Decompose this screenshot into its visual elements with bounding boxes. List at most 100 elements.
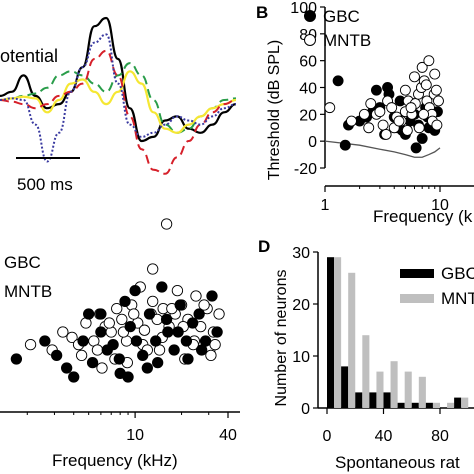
gbc-point xyxy=(182,353,194,365)
mntb-point xyxy=(24,338,37,351)
panel-c-legend-gbc: GBC xyxy=(4,253,41,272)
mntb-point xyxy=(160,218,173,230)
panel-d-legend: GBC MNTB xyxy=(400,264,474,308)
hist-bar-mntb xyxy=(432,402,440,408)
gbc-point xyxy=(162,326,174,338)
gbc-point xyxy=(119,295,131,308)
gbc-point xyxy=(410,142,422,154)
mntb-point xyxy=(213,308,225,320)
panel-b-xtick-label: 1 xyxy=(321,197,330,214)
gbc-point xyxy=(86,356,99,369)
mntb-point xyxy=(205,349,217,362)
panel-d-xlabel: Spontaneous rat xyxy=(335,453,460,472)
mntb-point xyxy=(393,115,405,127)
mntb-point xyxy=(420,79,432,91)
mntb-point xyxy=(380,129,392,140)
hist-bar-mntb xyxy=(404,371,412,408)
gbc-point xyxy=(174,299,186,311)
hist-bar-mntb xyxy=(334,257,342,408)
gbc-point xyxy=(83,308,95,320)
trace-line-4 xyxy=(0,33,237,163)
gbc-point xyxy=(370,84,382,96)
hist-bar-mntb xyxy=(461,397,469,408)
mntb-point xyxy=(358,108,370,120)
gbc-point xyxy=(180,335,193,347)
legend-d-gbc-label: GBC xyxy=(441,264,474,283)
hist-bar-gbc xyxy=(454,397,462,408)
legend-d-mntb-swatch xyxy=(400,294,434,303)
panel-b-label: B xyxy=(256,3,268,22)
gbc-point xyxy=(50,349,63,362)
panel-a: otential 500 ms xyxy=(0,16,237,194)
legend-mntb-marker xyxy=(304,34,316,46)
panel-d-ytick-label: 20 xyxy=(292,297,310,314)
panel-d-ytick-label: 0 xyxy=(301,401,310,418)
panel-c-xtick-label: 10 xyxy=(126,427,144,444)
panel-d-axes: 0 10 20 30 0 40 80 xyxy=(292,245,474,445)
gbc-point xyxy=(206,290,218,302)
mntb-point xyxy=(416,61,428,73)
gbc-point xyxy=(152,356,164,369)
legend-mntb-label: MNTB xyxy=(323,31,371,50)
panel-d-label: D xyxy=(258,237,270,256)
mntb-point xyxy=(111,302,123,315)
mntb-point xyxy=(409,71,420,83)
hist-bar-gbc xyxy=(341,366,349,408)
panel-d-xtick-label: 80 xyxy=(431,428,449,445)
gbc-point xyxy=(211,326,223,338)
gbc-point xyxy=(39,335,51,347)
mntb-point xyxy=(147,295,159,308)
panel-b-ytick-label: 40 xyxy=(299,81,317,98)
gbc-point xyxy=(77,335,89,347)
gbc-point xyxy=(107,338,119,351)
hist-bar-mntb xyxy=(390,361,398,408)
gbc-point xyxy=(382,82,394,93)
panel-c-points xyxy=(10,218,225,383)
gbc-point xyxy=(143,308,156,320)
gbc-point xyxy=(124,320,136,333)
mntb-point xyxy=(431,119,443,131)
mntb-point xyxy=(198,299,210,311)
gbc-point xyxy=(196,344,208,356)
hist-bar-mntb xyxy=(418,376,426,408)
legend-gbc-marker xyxy=(304,10,316,22)
panel-b-legend: GBC MNTB xyxy=(304,7,371,50)
gbc-point xyxy=(332,75,344,87)
mntb-point xyxy=(386,102,398,114)
gbc-point xyxy=(150,335,162,347)
panel-b-axes: -20020406080100110 xyxy=(290,0,474,214)
panel-a-fragment-text: otential xyxy=(0,46,58,66)
panel-d-bars xyxy=(327,257,469,408)
mntb-point xyxy=(418,108,430,120)
mntb-point xyxy=(138,324,151,336)
gbc-point xyxy=(95,326,107,338)
gbc-point xyxy=(122,371,134,383)
hist-bar-mntb xyxy=(447,402,455,408)
gbc-point xyxy=(68,371,80,383)
gbc-point xyxy=(172,326,184,338)
gbc-point xyxy=(416,133,428,144)
panel-b-ytick-label: 60 xyxy=(299,54,317,71)
gbc-point xyxy=(130,335,143,347)
legend-d-mntb-label: MNTB xyxy=(441,289,474,308)
panel-a-traces xyxy=(0,16,237,175)
panel-b-ytick-label: 0 xyxy=(308,134,317,151)
mntb-point xyxy=(374,106,386,118)
panel-c-legend-mntb: MNTB xyxy=(4,282,52,301)
panel-c-legend: GBC MNTB xyxy=(4,253,52,301)
mntb-point xyxy=(401,124,413,136)
gbc-point xyxy=(113,353,125,365)
panel-d-xtick-label: 0 xyxy=(323,428,332,445)
panel-b-threshold-curve xyxy=(324,140,441,158)
panel-c: GBC MNTB 10 40 Frequency (kHz) xyxy=(0,218,240,470)
hist-bar-gbc xyxy=(327,257,335,408)
trace-line-3 xyxy=(0,49,237,175)
panel-b-ytick-label: -20 xyxy=(294,161,317,178)
panel-b: B -20020406080100110 GBC MNTB Threshold … xyxy=(256,0,474,226)
mntb-point xyxy=(405,102,417,114)
mntb-point xyxy=(423,55,435,67)
panel-a-scalebar-label: 500 ms xyxy=(17,175,73,194)
mntb-point xyxy=(324,102,336,114)
mntb-point xyxy=(399,84,411,96)
